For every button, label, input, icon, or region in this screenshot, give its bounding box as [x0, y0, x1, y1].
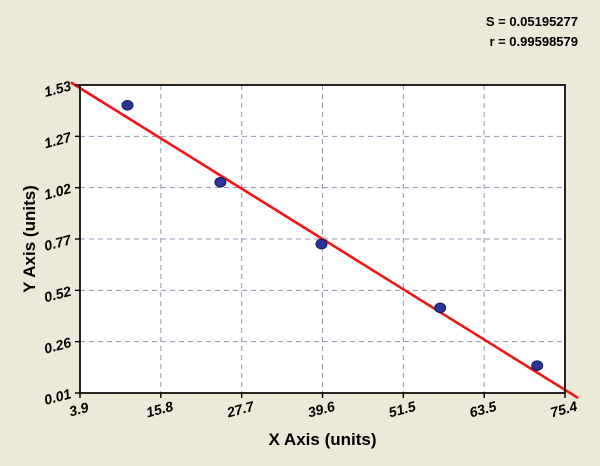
- x-tick-label: 27.7: [224, 398, 257, 421]
- data-point: [531, 360, 544, 371]
- stat-standard-error: S = 0.05195277: [485, 14, 578, 29]
- x-tick-label: 51.5: [387, 398, 418, 421]
- data-point: [214, 176, 227, 188]
- y-tick-label: 1.27: [42, 128, 74, 151]
- stat-correlation: r = 0.99598579: [489, 34, 578, 49]
- data-point: [121, 99, 134, 111]
- x-tick-label: 3.9: [67, 399, 90, 420]
- y-tick-label: 0.01: [42, 385, 73, 408]
- fit-statistics: S = 0.05195277 r = 0.99598579: [486, 12, 578, 52]
- x-tick-label: 39.6: [306, 398, 337, 421]
- x-tick-label: 75.4: [548, 398, 579, 421]
- y-tick-label: 0.26: [42, 334, 73, 357]
- x-axis-label: X Axis (units): [268, 430, 377, 449]
- data-point: [315, 238, 328, 250]
- x-tick-label: 15.8: [144, 398, 175, 421]
- data-point: [434, 302, 447, 314]
- y-tick-label: 0.52: [42, 283, 73, 306]
- y-tick-label: 1.02: [42, 180, 73, 203]
- y-tick-label: 0.77: [42, 231, 74, 254]
- y-axis-label: Y Axis (units): [20, 185, 39, 293]
- y-tick-label: 1.53: [42, 77, 73, 100]
- x-tick-label: 63.5: [468, 398, 499, 421]
